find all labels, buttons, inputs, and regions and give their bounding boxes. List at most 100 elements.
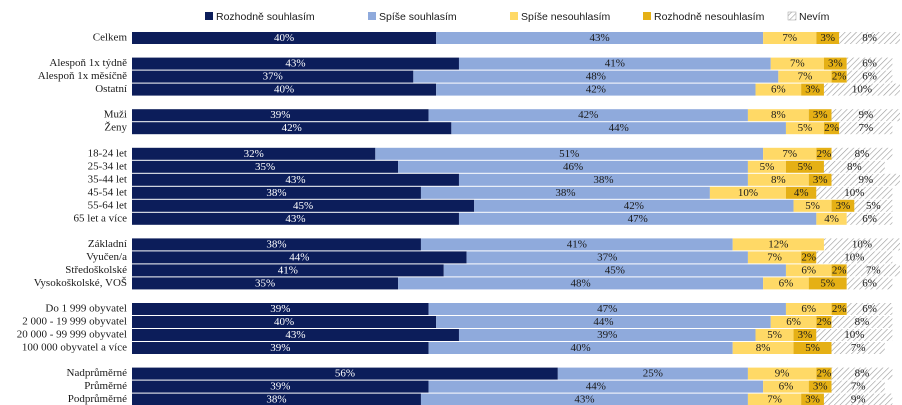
value-label: 3%	[828, 58, 843, 70]
value-label: 4%	[824, 213, 839, 225]
value-label: 7%	[782, 148, 797, 160]
bar-segment	[831, 109, 900, 122]
value-label: 2%	[832, 303, 847, 315]
value-label: 10%	[844, 251, 864, 263]
value-label: 10%	[738, 187, 758, 199]
value-label: 43%	[285, 329, 305, 341]
value-label: 10%	[844, 329, 864, 341]
bar-segment	[831, 173, 900, 186]
value-label: 32%	[244, 148, 264, 160]
bar-segment	[398, 277, 764, 290]
bar-segment	[785, 122, 824, 135]
bar-segment	[854, 199, 893, 212]
bar-segment	[132, 329, 459, 341]
bar-segment	[747, 173, 809, 186]
value-label: 38%	[593, 174, 613, 186]
value-label: 6%	[862, 213, 877, 225]
bar-segment	[132, 393, 421, 405]
value-label: 5%	[805, 200, 820, 212]
value-label: 39%	[270, 303, 290, 315]
bar-segment	[747, 251, 802, 264]
legend-label: Nevím	[799, 11, 830, 23]
value-label: 42%	[586, 84, 606, 96]
value-label: 8%	[771, 109, 786, 121]
bar-segment	[778, 70, 832, 83]
bar-segment	[466, 251, 748, 264]
value-label: 40%	[274, 32, 294, 44]
value-label: 40%	[571, 342, 591, 354]
value-label: 6%	[779, 277, 794, 289]
value-label: 2%	[832, 71, 847, 83]
value-label: 3%	[805, 84, 820, 96]
bar-segment	[132, 57, 459, 70]
bar-segment	[816, 32, 840, 44]
category-label: Středoškolské	[65, 264, 127, 276]
bar-segment	[823, 393, 893, 405]
value-label: 5%	[820, 277, 835, 289]
bar-segment	[785, 160, 824, 173]
value-label: 42%	[578, 109, 598, 121]
value-label: 8%	[756, 342, 771, 354]
bar-segment	[413, 70, 779, 83]
value-label: 41%	[605, 58, 625, 70]
value-label: 42%	[624, 200, 644, 212]
category-label: Celkem	[93, 32, 128, 44]
value-label: 51%	[559, 148, 579, 160]
bar-segment	[747, 109, 809, 122]
bar-segment	[132, 160, 399, 173]
bar-segment	[747, 160, 786, 173]
value-label: 47%	[628, 213, 648, 225]
category-label: 65 let a více	[74, 212, 128, 224]
bar-segment	[132, 264, 444, 277]
value-label: 2%	[824, 122, 839, 134]
bar-segment	[763, 32, 817, 44]
legend-swatch	[787, 11, 797, 21]
bar-segment	[801, 251, 817, 264]
bar-segment	[808, 173, 832, 186]
category-label: Alespoň 1x týdně	[49, 57, 127, 69]
value-label: 8%	[847, 161, 862, 173]
value-label: 43%	[285, 174, 305, 186]
value-label: 39%	[597, 329, 617, 341]
value-label: 43%	[590, 32, 610, 44]
bar-segment	[420, 238, 733, 251]
value-label: 43%	[285, 213, 305, 225]
value-label: 40%	[274, 316, 294, 328]
bar-segment	[831, 264, 847, 277]
value-label: 7%	[767, 251, 782, 263]
value-label: 2%	[817, 316, 832, 328]
value-label: 6%	[779, 381, 794, 393]
value-label: 5%	[760, 161, 775, 173]
bar-segment	[132, 122, 452, 135]
value-label: 8%	[862, 32, 877, 44]
bar-segment	[420, 186, 710, 199]
bar-segment	[831, 367, 893, 380]
category-label: 18-24 let	[88, 147, 127, 159]
value-label: 37%	[263, 71, 283, 83]
bar-segment	[823, 57, 847, 70]
value-label: 7%	[798, 71, 813, 83]
value-label: 39%	[270, 342, 290, 354]
bar-segment	[763, 277, 809, 290]
bar-segment	[747, 393, 802, 405]
bar-segment	[808, 109, 832, 122]
value-label: 3%	[798, 329, 813, 341]
bar-segment	[823, 83, 900, 96]
legend-swatch	[510, 12, 518, 20]
value-label: 35%	[255, 277, 275, 289]
bar-segment	[801, 393, 824, 405]
value-label: 6%	[801, 303, 816, 315]
value-label: 45%	[293, 200, 313, 212]
bar-segment	[132, 380, 429, 393]
value-label: 45%	[605, 264, 625, 276]
value-label: 25%	[643, 368, 663, 380]
value-label: 7%	[866, 264, 881, 276]
category-label: 20 000 - 99 999 obyvatel	[17, 329, 127, 341]
legend-label: Rozhodně nesouhlasím	[654, 11, 765, 23]
bar-segment	[816, 251, 893, 264]
value-label: 7%	[851, 342, 866, 354]
bar-segment	[132, 147, 376, 160]
bar-segment	[823, 122, 840, 135]
bar-segment	[132, 303, 429, 315]
value-label: 44%	[609, 122, 629, 134]
